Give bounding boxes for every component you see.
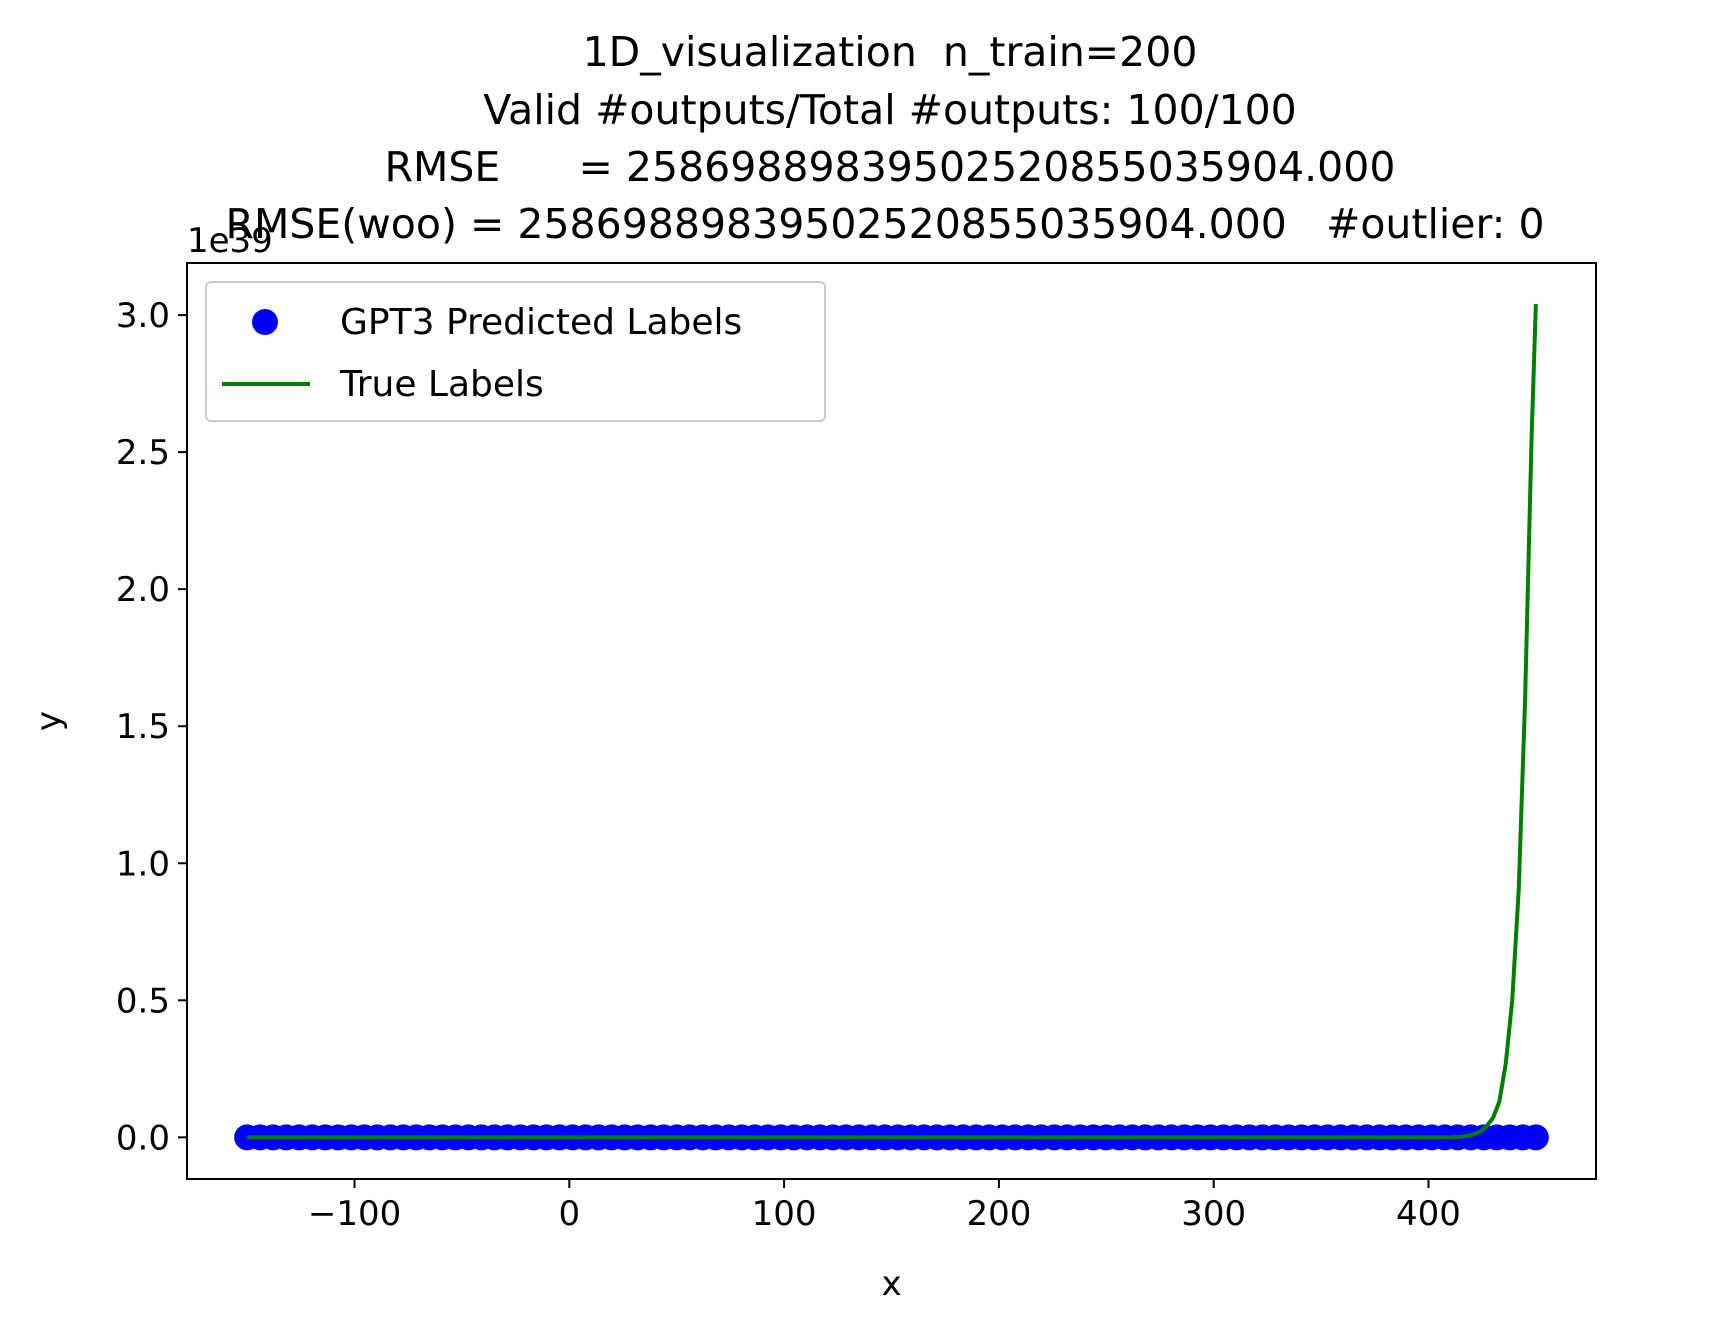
y-axis: 0.0 0.5 1.0 1.5 2.0 2.5 3.0 y 1e39	[29, 221, 273, 1158]
legend-marker-scatter	[252, 309, 278, 335]
title-line-1: Valid #outputs/Total #outputs: 100/100	[483, 86, 1297, 134]
y-offset-label: 1e39	[187, 221, 273, 261]
legend-label-predicted: GPT3 Predicted Labels	[340, 302, 742, 343]
x-tick-label: 400	[1396, 1194, 1461, 1234]
y-tick-label: 3.0	[116, 296, 170, 336]
plot-area	[186, 262, 1597, 1180]
y-tick-label: 2.0	[116, 570, 170, 610]
legend-label-true: True Labels	[339, 364, 544, 405]
title-line-3: RMSE(woo) = 25869889839502520855035904.0…	[225, 200, 1544, 248]
y-tick-label: 0.5	[116, 981, 170, 1021]
title-line-0: 1D_visualization n_train=200	[583, 28, 1198, 76]
title-line-2: RMSE = 2586988983950252085503590​4.000	[385, 143, 1396, 191]
x-tick-label: 300	[1181, 1194, 1246, 1234]
x-axis-label: x	[881, 1264, 901, 1304]
y-tick-label: 0.0	[116, 1118, 170, 1158]
axes-frame	[186, 262, 1597, 1180]
true-labels-line	[247, 304, 1538, 1140]
scatter-point	[1522, 1124, 1549, 1151]
chart-title: 1D_visualization n_train=200 Valid #outpu…	[225, 28, 1544, 248]
y-axis-label: y	[29, 711, 69, 731]
y-tick-label: 1.0	[116, 844, 170, 884]
x-axis: −100 0 100 200 300 400 x	[308, 1179, 1461, 1304]
y-tick-label: 2.5	[116, 433, 170, 473]
x-tick-label: 100	[752, 1194, 817, 1234]
legend-box	[205, 281, 826, 422]
x-tick-label: 0	[558, 1194, 580, 1234]
y-tick-label: 1.5	[116, 707, 170, 747]
x-tick-label: −100	[308, 1194, 401, 1234]
legend: GPT3 Predicted Labels True Labels	[205, 281, 826, 422]
x-tick-label: 200	[966, 1194, 1031, 1234]
